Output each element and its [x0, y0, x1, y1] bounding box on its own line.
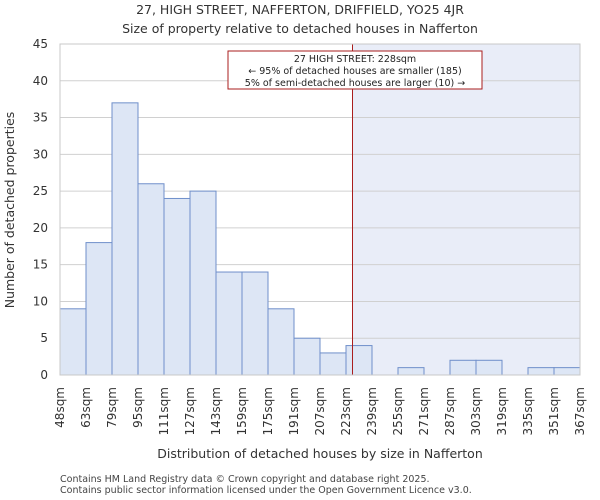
annotation-title: 27 HIGH STREET: 228sqm [294, 54, 416, 65]
x-tick-label: 335sqm [521, 387, 535, 435]
bar-191sqm [293, 337, 321, 376]
x-tick-label: 223sqm [339, 387, 353, 435]
y-tick-label: 5 [40, 331, 48, 345]
x-tick-label: 79sqm [105, 387, 119, 428]
chart-subtitle: Size of property relative to detached ho… [122, 21, 478, 36]
y-tick-label: 35 [33, 111, 48, 125]
y-tick-label: 45 [33, 37, 48, 51]
bar-143sqm [215, 271, 243, 376]
y-tick-label: 25 [33, 184, 48, 198]
bar-48sqm [59, 308, 87, 376]
bar-111sqm [163, 197, 191, 376]
y-tick-label: 30 [33, 147, 48, 161]
larger-region-shade [352, 44, 580, 375]
plot-frame [59, 43, 581, 376]
x-tick-label: 287sqm [443, 387, 457, 435]
chart-title: 27, HIGH STREET, NAFFERTON, DRIFFIELD, Y… [136, 2, 464, 17]
y-tick-label: 40 [33, 74, 48, 88]
bar-159sqm [241, 271, 269, 376]
x-axis-title: Distribution of detached houses by size … [157, 446, 483, 461]
bar-351sqm [553, 367, 581, 376]
x-tick-label: 191sqm [287, 387, 301, 435]
bar-207sqm [319, 352, 347, 376]
x-tick-label: 159sqm [235, 387, 249, 435]
bar-95sqm [137, 183, 165, 376]
x-axis-ticks: 48sqm 63sqm 79sqm 95sqm 111sqm 127sqm 143sqm 15… [53, 387, 587, 435]
bar-287sqm [449, 359, 477, 376]
x-tick-label: 95sqm [131, 387, 145, 428]
x-tick-label: 127sqm [183, 387, 197, 435]
x-tick-label: 175sqm [261, 387, 275, 435]
bar-303sqm [475, 359, 503, 376]
x-tick-label: 351sqm [547, 387, 561, 435]
x-tick-label: 239sqm [365, 387, 379, 435]
x-tick-label: 48sqm [53, 387, 67, 428]
annotation-larger: 5% of semi-detached houses are larger (1… [245, 78, 465, 89]
y-tick-label: 10 [33, 294, 48, 308]
footer-line-2: Contains public sector information licen… [60, 485, 472, 496]
bar-175sqm [267, 308, 295, 376]
annotation-box: 27 HIGH STREET: 228sqm ← 95% of detached… [227, 50, 483, 90]
annotation-frame [227, 50, 483, 90]
y-tick-label: 20 [33, 221, 48, 235]
x-tick-label: 255sqm [391, 387, 405, 435]
bar-335sqm [527, 367, 555, 376]
x-tick-label: 111sqm [157, 387, 171, 435]
x-tick-label: 207sqm [313, 387, 327, 435]
annotation-smaller: ← 95% of detached houses are smaller (18… [248, 66, 461, 77]
bar-79sqm [111, 102, 139, 376]
x-tick-label: 143sqm [209, 387, 223, 435]
bar-127sqm [189, 190, 217, 376]
x-tick-label: 367sqm [573, 387, 587, 435]
bar-255sqm [397, 367, 425, 376]
bar-63sqm [85, 242, 113, 376]
x-tick-label: 303sqm [469, 387, 483, 435]
y-axis-title: Number of detached properties [2, 112, 17, 309]
x-tick-label: 63sqm [79, 387, 93, 428]
x-tick-label: 271sqm [417, 387, 431, 435]
footer-line-1: Contains HM Land Registry data © Crown c… [60, 474, 430, 485]
bar-223sqm [345, 345, 373, 376]
x-tick-label: 319sqm [495, 387, 509, 435]
y-axis-ticks: 0 5 10 15 20 25 30 35 40 45 [33, 37, 48, 382]
y-tick-label: 0 [40, 368, 48, 382]
y-tick-label: 15 [33, 258, 48, 272]
